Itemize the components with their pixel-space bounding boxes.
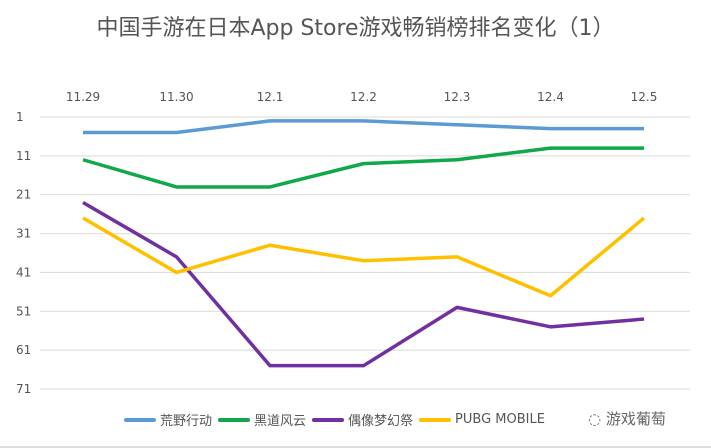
y-tick-label: 41 [16, 265, 31, 279]
series-line [82, 146, 644, 189]
wechat-icon: ◌ [588, 410, 606, 428]
y-tick-label: 51 [16, 304, 31, 318]
bottom-border [0, 446, 711, 448]
chart-title: 中国手游在日本App Store游戏畅销榜排名变化（1） [96, 16, 615, 41]
legend-label: 荒野行动 [160, 414, 213, 429]
legend-item: 黑道风云 [218, 410, 306, 429]
x-tick-label: 12.2 [350, 90, 377, 104]
y-tick-label: 11 [16, 149, 31, 163]
x-tick-label: 12.4 [537, 90, 564, 104]
series-line [82, 200, 645, 368]
y-tick-label: 21 [16, 188, 31, 202]
series-line [83, 119, 644, 135]
x-tick-label: 12.1 [257, 90, 284, 104]
y-tick-label: 71 [16, 382, 31, 396]
legend-label: 黑道风云 [254, 414, 307, 429]
x-tick-label: 11.30 [159, 90, 193, 104]
legend-item: 偶像梦幻祭 [312, 410, 413, 429]
legend-swatch [312, 417, 345, 422]
legend-item: PUBG MOBILE [419, 412, 545, 427]
x-tick-label: 12.5 [631, 90, 658, 104]
legend-label: 偶像梦幻祭 [348, 414, 414, 429]
legend-label: PUBG MOBILE [455, 412, 545, 427]
legend-item: 荒野行动 [124, 410, 212, 429]
legend-swatch [124, 417, 156, 422]
y-tick-label: 1 [16, 110, 24, 124]
legend: 荒野行动 黑道风云 偶像梦幻祭 PUBG MOBILE [124, 410, 551, 429]
watermark: ◌ 游戏葡萄 [588, 410, 666, 428]
legend-swatch [419, 417, 452, 422]
x-tick-label: 12.3 [444, 90, 471, 104]
y-tick-label: 61 [16, 343, 31, 357]
legend-swatch [218, 417, 251, 422]
series-line [82, 216, 646, 298]
y-tick-label: 31 [16, 227, 31, 241]
x-tick-label: 11.29 [66, 90, 100, 104]
